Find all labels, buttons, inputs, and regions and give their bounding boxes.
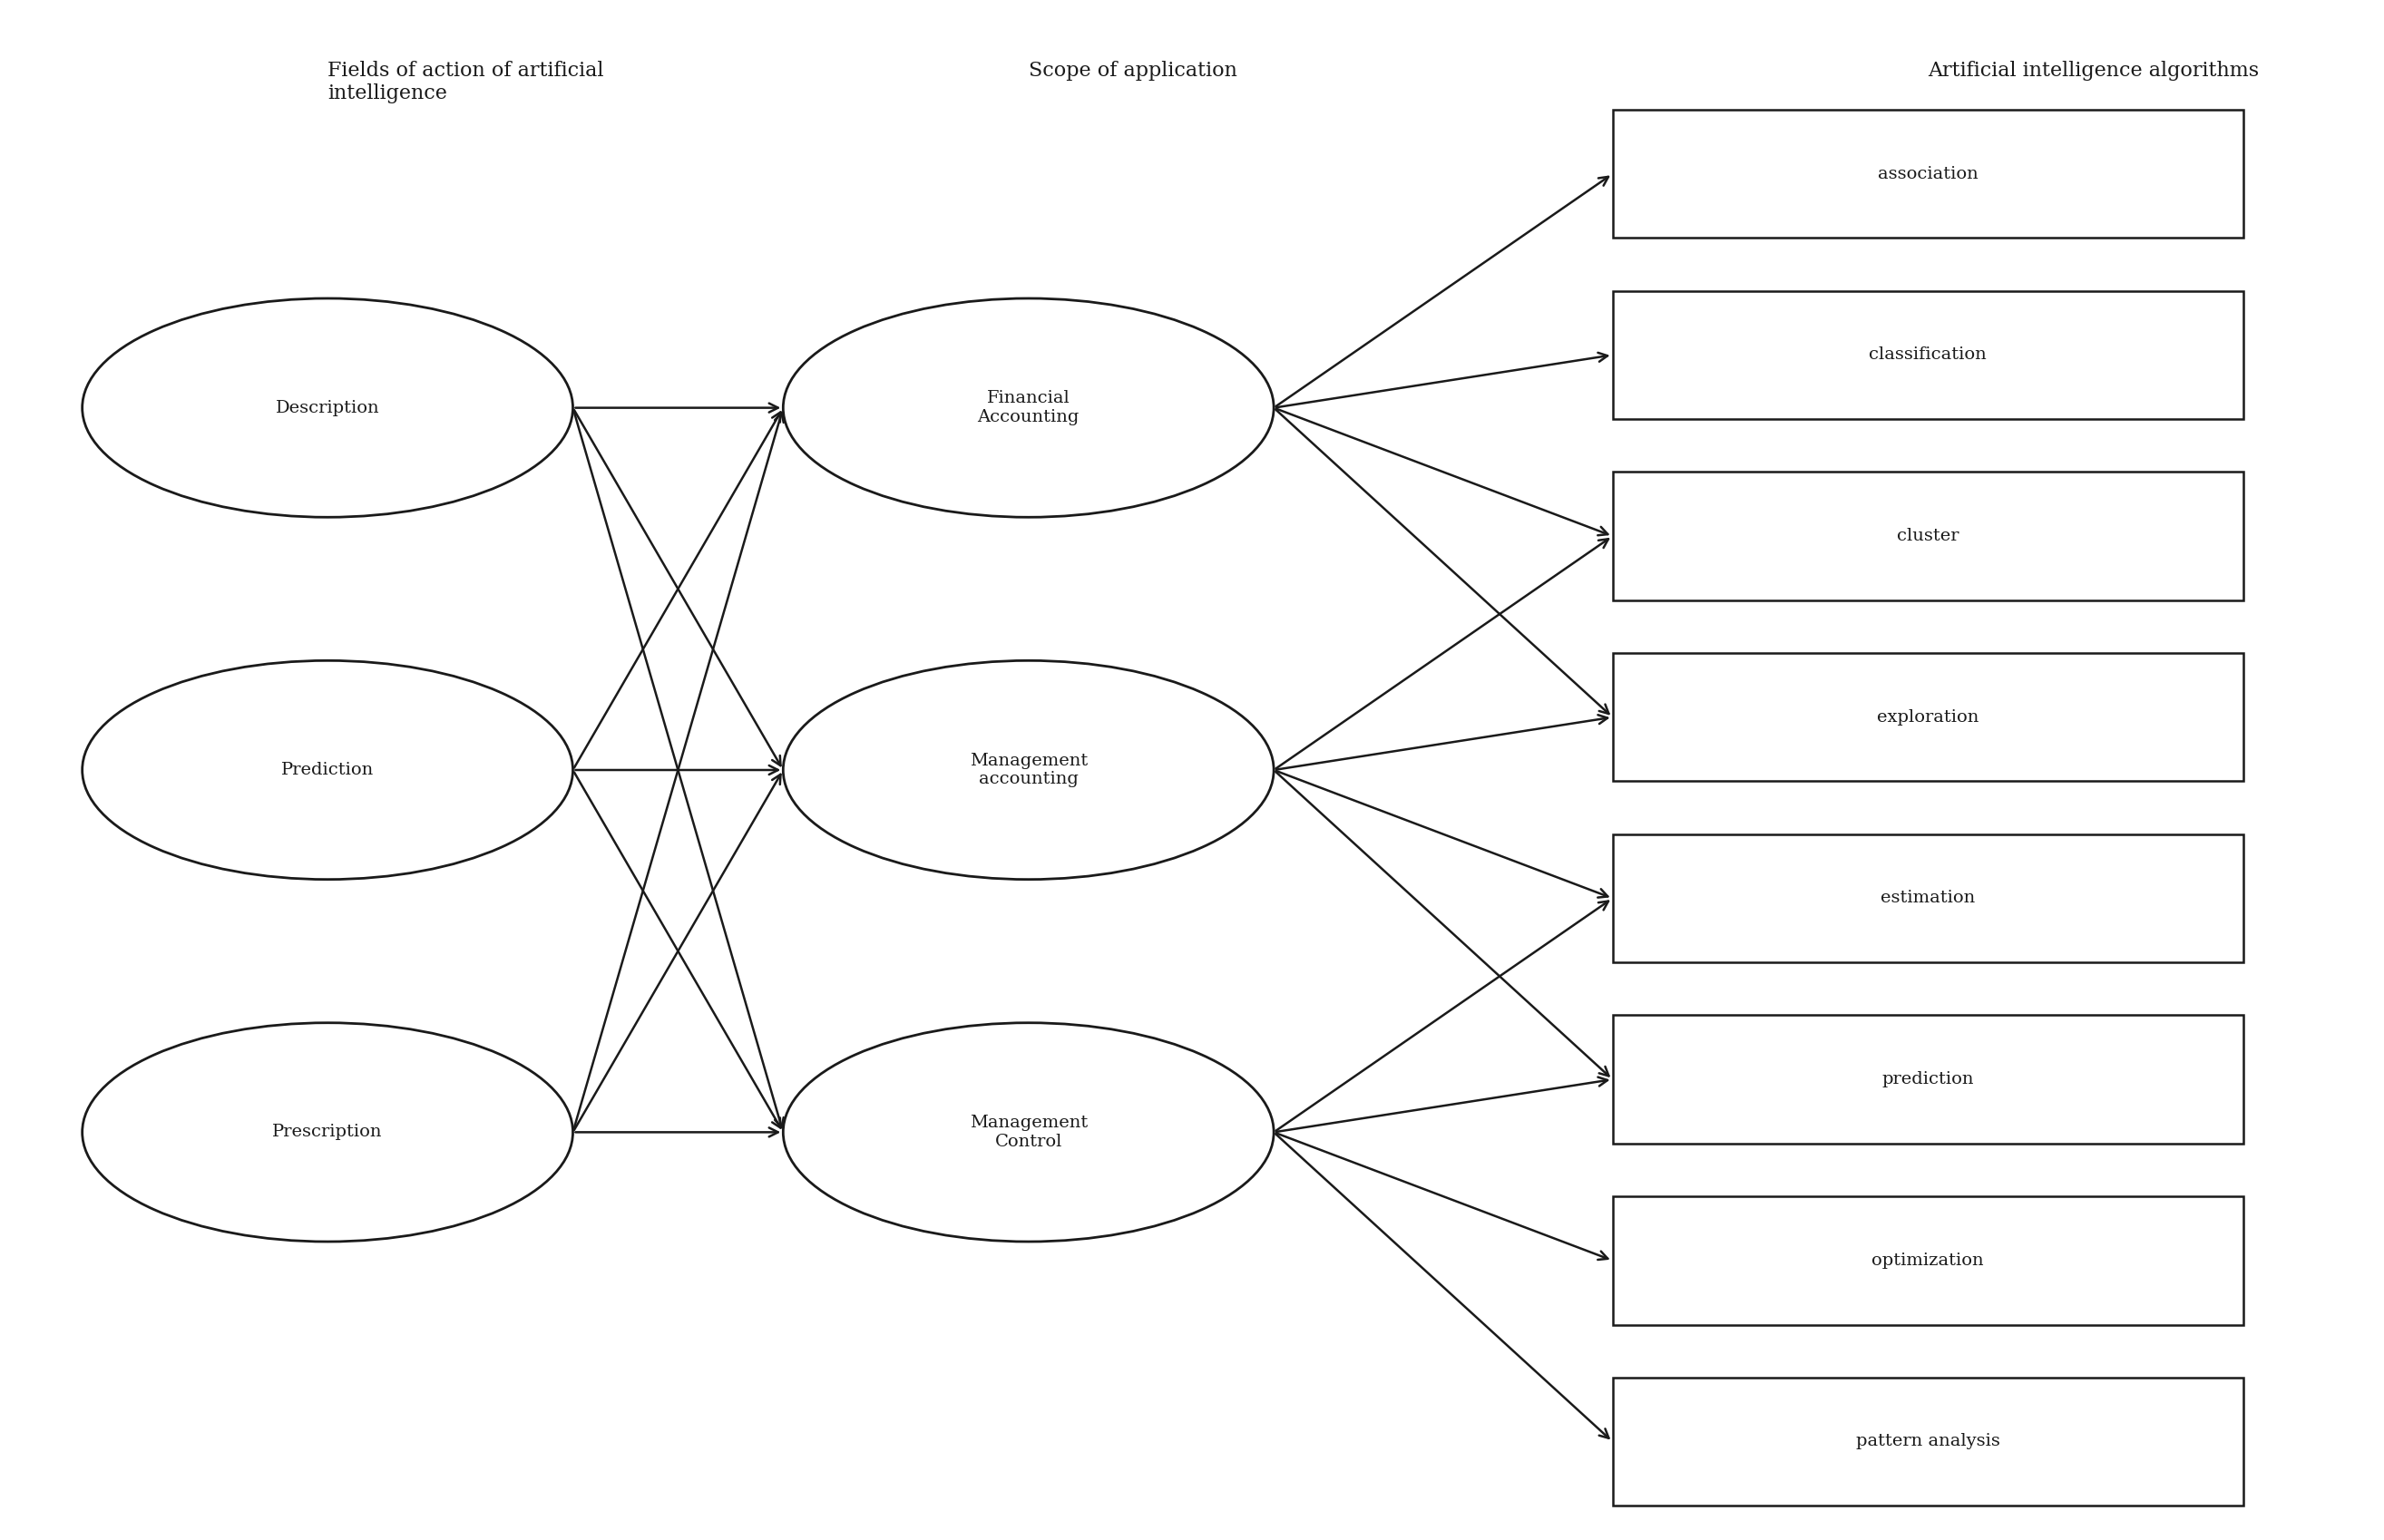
Text: Prescription: Prescription <box>272 1124 384 1141</box>
FancyBboxPatch shape <box>1612 835 2243 962</box>
FancyBboxPatch shape <box>1612 1015 2243 1144</box>
Ellipse shape <box>81 299 572 517</box>
Text: Scope of application: Scope of application <box>1028 60 1237 80</box>
FancyBboxPatch shape <box>1612 109 2243 239</box>
FancyBboxPatch shape <box>1612 1197 2243 1324</box>
Text: association: association <box>1879 166 1979 182</box>
Text: Artificial intelligence algorithms: Artificial intelligence algorithms <box>1929 60 2260 80</box>
Text: classification: classification <box>1869 346 1986 363</box>
Text: cluster: cluster <box>1898 528 1960 544</box>
Text: pattern analysis: pattern analysis <box>1855 1434 2000 1449</box>
Text: prediction: prediction <box>1881 1072 1974 1087</box>
Ellipse shape <box>81 1023 572 1241</box>
FancyBboxPatch shape <box>1612 291 2243 419</box>
Ellipse shape <box>81 661 572 879</box>
Ellipse shape <box>782 1023 1273 1241</box>
FancyBboxPatch shape <box>1612 471 2243 601</box>
Text: Description: Description <box>277 399 379 416</box>
FancyBboxPatch shape <box>1612 1377 2243 1506</box>
Text: exploration: exploration <box>1876 708 1979 725</box>
Text: Financial
Accounting: Financial Accounting <box>977 390 1080 425</box>
Text: Management
accounting: Management accounting <box>970 753 1087 787</box>
FancyBboxPatch shape <box>1612 653 2243 781</box>
Ellipse shape <box>782 661 1273 879</box>
Text: optimization: optimization <box>1871 1252 1983 1269</box>
Text: Fields of action of artificial
intelligence: Fields of action of artificial intellige… <box>327 60 603 103</box>
Ellipse shape <box>782 299 1273 517</box>
Text: Management
Control: Management Control <box>970 1115 1087 1150</box>
Text: estimation: estimation <box>1881 890 1976 907</box>
Text: Prediction: Prediction <box>281 762 374 778</box>
